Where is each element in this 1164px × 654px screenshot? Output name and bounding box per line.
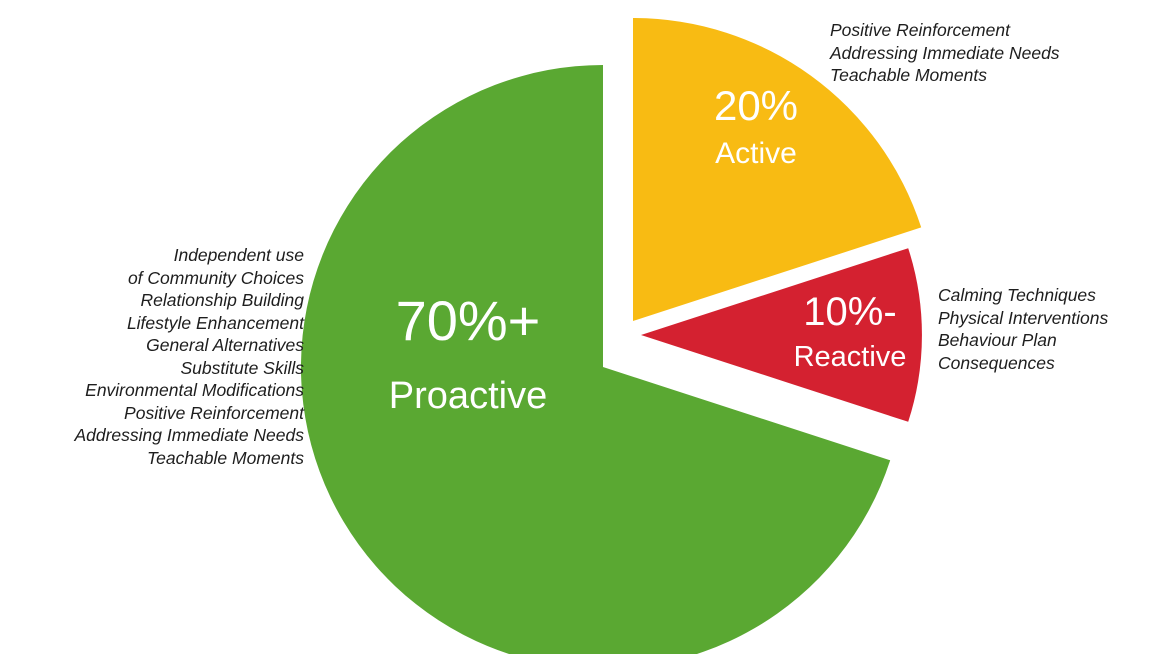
reactive-notes-list: Calming Techniques Physical Interventions… — [938, 284, 1108, 374]
proactive-note-item: Positive Reinforcement — [124, 402, 304, 423]
slice-category-label-reactive: Reactive — [794, 341, 907, 373]
proactive-note-item: Relationship Building — [140, 290, 304, 310]
reactive-note-item: Calming Techniques — [938, 285, 1096, 305]
active-note-item: Addressing Immediate Needs — [830, 42, 1060, 63]
slice-category-label-active: Active — [715, 137, 797, 170]
active-note-item: Positive Reinforcement — [830, 20, 1010, 40]
proactive-note-item: Independent use — [173, 245, 304, 265]
reactive-note-item: Consequences — [938, 352, 1055, 373]
reactive-note-item: Physical Interventions — [938, 307, 1109, 328]
slice-percent-label-proactive: 70%+ — [396, 289, 541, 352]
active-notes-list: Positive Reinforcement Addressing Immedia… — [830, 19, 1060, 87]
proactive-note-item: Environmental Modifications — [85, 380, 304, 400]
proactive-note-item: General Alternatives — [146, 335, 304, 355]
pie-slice-proactive — [300, 65, 891, 654]
proactive-note-item: Addressing Immediate Needs — [74, 425, 304, 445]
proactive-note-item: of Community Choices — [127, 267, 304, 288]
pie-slice-active — [633, 17, 922, 321]
slice-percent-label-active: 20% — [714, 82, 798, 129]
active-note-item: Teachable Moments — [830, 65, 987, 85]
proactive-note-item: Teachable Moments — [147, 447, 304, 468]
proactive-note-item: Lifestyle Enhancement — [126, 312, 304, 333]
slice-category-label-proactive: Proactive — [389, 375, 547, 417]
slice-percent-label-reactive: 10%- — [803, 290, 896, 334]
reactive-note-item: Behaviour Plan — [938, 330, 1057, 350]
pie-slice-reactive — [641, 248, 922, 422]
proactive-note-item: Substitute Skills — [180, 357, 304, 378]
proactive-notes-list: Independent use of Community Choices Relat… — [74, 244, 304, 469]
